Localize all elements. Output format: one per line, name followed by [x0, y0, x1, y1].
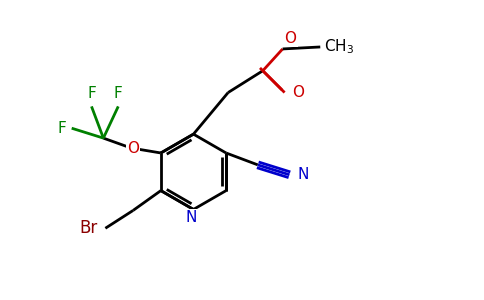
Text: F: F: [87, 86, 96, 101]
Text: F: F: [114, 86, 122, 101]
Text: O: O: [285, 31, 297, 46]
Text: N: N: [186, 210, 197, 225]
Text: O: O: [127, 140, 139, 155]
Text: F: F: [58, 121, 67, 136]
Text: O: O: [292, 85, 304, 100]
Text: Br: Br: [79, 219, 97, 237]
Text: N: N: [297, 167, 309, 182]
Text: CH$_3$: CH$_3$: [324, 38, 354, 56]
